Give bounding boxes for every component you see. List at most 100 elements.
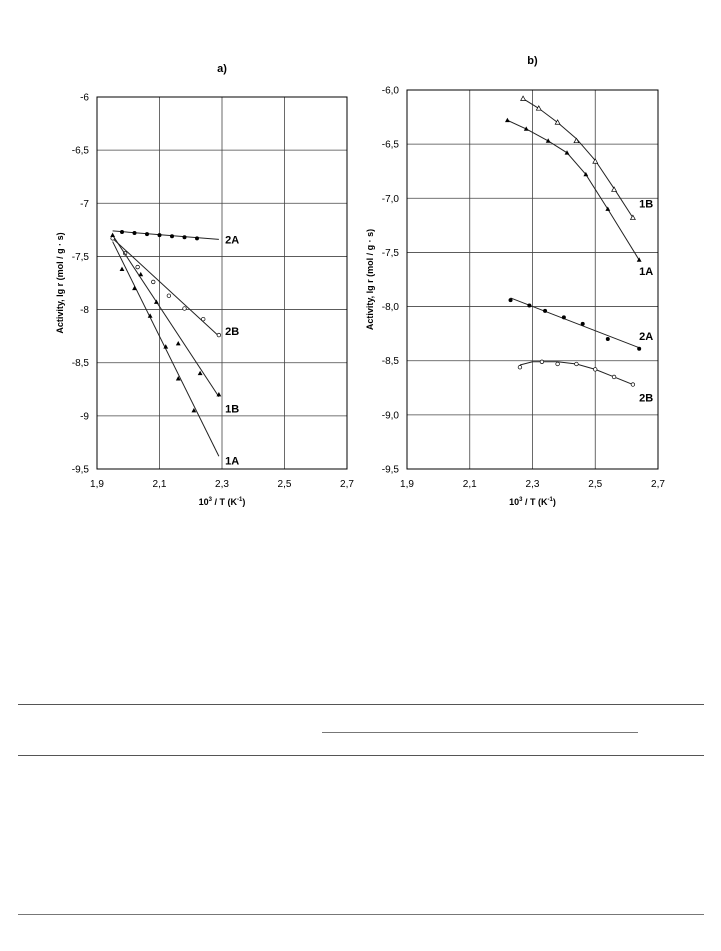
data-point-1A	[583, 171, 589, 177]
y-tick-label: -9,0	[382, 410, 400, 421]
data-point-2B	[555, 361, 560, 367]
data-point-1A	[564, 150, 570, 155]
data-point-1A	[605, 206, 611, 211]
data-point-1B	[592, 158, 599, 164]
x-axis-label: 103 / T (K-1)	[509, 497, 556, 507]
data-point-1B	[175, 340, 181, 346]
y-tick-label: -9	[80, 411, 89, 422]
table-top-rule	[18, 704, 704, 705]
data-point-2A	[527, 303, 532, 308]
plot-frame	[96, 96, 348, 470]
data-point-1A	[545, 138, 551, 143]
y-axis-label: Activity, lg r (mol / g · s)	[365, 229, 375, 330]
data-point-1B	[138, 271, 144, 277]
data-point-1A	[191, 407, 197, 413]
y-axis-label: Activity, lg r (mol / g · s)	[55, 232, 65, 333]
x-tick-label: 1,9	[400, 479, 414, 490]
x-axis-label: 103 / T (K-1)	[199, 497, 246, 507]
data-point-2A	[561, 315, 566, 320]
y-tick-label: -7,0	[382, 194, 400, 205]
data-point-2A	[580, 321, 585, 326]
data-point-1B	[197, 370, 203, 376]
data-point-1B	[216, 392, 222, 397]
y-tick-label: -7,5	[72, 252, 90, 263]
chart-panel-b: -6,0 -6,5 -7,0 -7,5 -8,0 -8,5 -9,0 -9,51,9 2,1 2,…	[365, 55, 665, 507]
data-point-1A	[636, 257, 642, 262]
series-label-1B: 1B	[225, 403, 239, 415]
x-tick-label: 2,7	[651, 479, 665, 490]
series-label-1B: 1B	[639, 199, 653, 211]
table-bottom-rule	[18, 914, 704, 915]
y-tick-label: -7,5	[382, 248, 400, 259]
data-point-1A	[523, 126, 529, 131]
data-point-1B	[629, 214, 636, 220]
data-point-2B	[630, 382, 636, 387]
data-point-2A	[120, 229, 124, 234]
data-point-2B	[517, 365, 523, 370]
series-label-2A: 2A	[225, 234, 239, 246]
y-tick-label: -6,0	[382, 86, 400, 97]
data-point-2B	[593, 367, 598, 372]
series-line-1B	[112, 234, 220, 398]
data-point-2B	[216, 332, 222, 338]
series-label-2B: 2B	[639, 393, 653, 405]
data-point-2A	[508, 298, 513, 303]
data-point-1A	[175, 376, 181, 381]
data-point-1A	[505, 117, 510, 123]
y-tick-label: -9,5	[72, 465, 90, 476]
data-point-1A	[132, 285, 137, 291]
y-tick-label: -6	[80, 93, 89, 104]
data-point-1B	[611, 186, 618, 192]
y-tick-label: -6,5	[72, 146, 90, 157]
x-tick-label: 2,1	[463, 479, 477, 490]
chart-title: a)	[217, 63, 227, 75]
table-mid-rule	[18, 755, 704, 756]
data-point-2B	[135, 264, 140, 270]
series-label-1A: 1A	[639, 266, 653, 278]
x-tick-label: 1,9	[90, 479, 104, 490]
data-point-1A	[163, 344, 169, 349]
data-point-2A	[195, 236, 199, 241]
chart-panel-a: -6 -6,5 -7 -7,5 -8 -8,5 -9 -9,51,9 2,1 2,3 2,5 2,7 a…	[55, 63, 354, 507]
data-point-2B	[201, 316, 206, 322]
data-point-2A	[605, 337, 610, 342]
data-point-1B	[153, 299, 159, 304]
data-point-2A	[145, 232, 149, 237]
series-line-2A	[510, 297, 640, 349]
data-point-1B	[573, 137, 580, 144]
series-line-2B	[112, 237, 220, 337]
x-tick-label: 2,7	[340, 479, 354, 490]
y-tick-label: -8,0	[382, 302, 400, 313]
data-point-2B	[539, 359, 545, 364]
x-tick-label: 2,5	[278, 479, 292, 490]
y-tick-label: -8	[80, 305, 89, 316]
data-point-1A	[147, 313, 153, 318]
series-line-2A	[112, 230, 219, 240]
data-point-2B	[182, 306, 187, 311]
x-tick-label: 2,1	[153, 479, 167, 490]
series-label-2A: 2A	[639, 331, 653, 343]
data-point-2B	[151, 279, 156, 285]
x-tick-label: 2,5	[588, 479, 602, 490]
data-point-1B	[520, 95, 527, 101]
data-point-2A	[182, 235, 187, 240]
data-point-2B	[166, 293, 172, 298]
y-tick-label: -8,5	[382, 356, 400, 367]
data-point-1B	[110, 232, 116, 237]
y-tick-label: -6,5	[382, 140, 400, 151]
plot-frame	[406, 89, 659, 470]
x-tick-label: 2,3	[526, 479, 540, 490]
series-line-1B	[522, 98, 634, 219]
series-line-1A	[507, 119, 640, 261]
data-point-2A	[132, 231, 137, 236]
data-point-1A	[119, 266, 125, 271]
data-point-2B	[574, 361, 579, 367]
data-point-2A	[170, 234, 174, 239]
data-point-2A	[637, 346, 642, 351]
y-tick-label: -7	[80, 199, 89, 210]
series-line-1A	[112, 241, 220, 457]
series-label-2B: 2B	[225, 326, 239, 338]
data-point-2B	[611, 374, 617, 380]
data-point-1B	[535, 105, 542, 111]
